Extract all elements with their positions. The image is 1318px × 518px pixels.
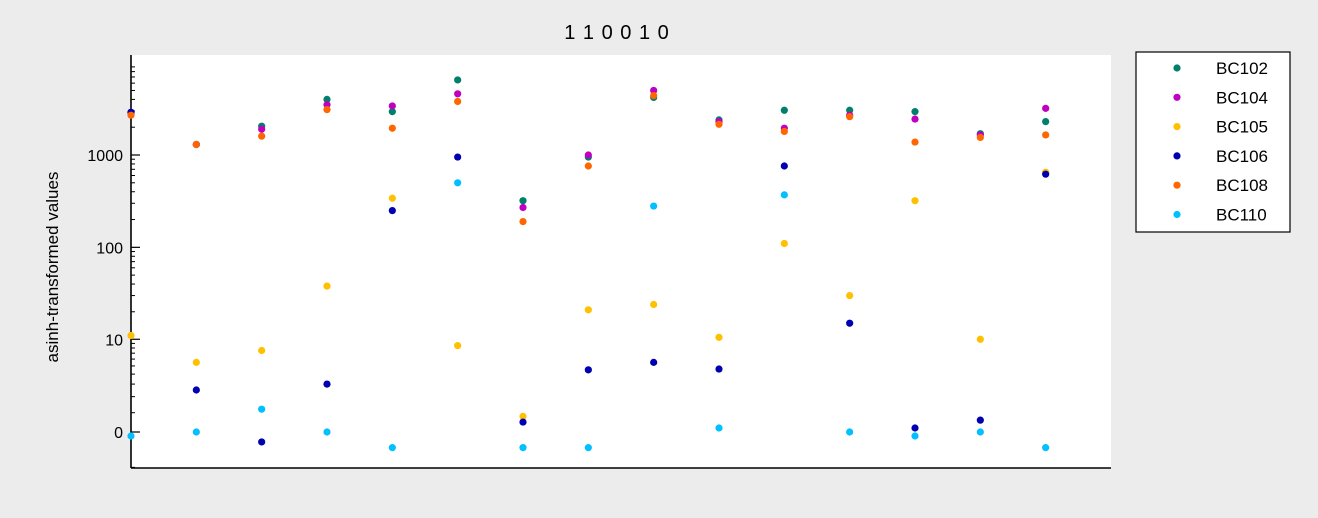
point-bc106	[1042, 170, 1050, 178]
point-bc105	[323, 282, 331, 290]
point-bc110	[846, 428, 854, 436]
legend-marker	[1173, 93, 1181, 101]
point-bc108	[1042, 131, 1050, 139]
point-bc108	[780, 127, 788, 136]
point-bc102	[519, 197, 527, 205]
point-bc104	[584, 151, 592, 159]
y-tick-label: 10	[105, 332, 123, 349]
point-bc106	[780, 162, 788, 170]
legend-marker	[1173, 181, 1181, 189]
point-bc105	[584, 306, 592, 314]
point-bc102	[454, 76, 462, 84]
point-bc104	[1042, 104, 1050, 112]
axes: 0 10 100 1000	[87, 55, 1111, 469]
point-bc106	[388, 206, 396, 215]
point-bc106	[258, 438, 266, 446]
legend-marker	[1173, 210, 1181, 219]
point-bc105	[258, 346, 266, 355]
legend-marker	[1173, 152, 1181, 160]
legend-label: BC102	[1216, 59, 1268, 78]
point-bc105	[846, 291, 854, 300]
point-bc110	[976, 428, 984, 436]
point-bc106	[323, 380, 331, 388]
y-tick-label: 0	[114, 425, 123, 442]
point-bc108	[127, 111, 135, 119]
point-bc102	[1042, 118, 1050, 126]
point-bc108	[454, 97, 462, 106]
point-bc108	[584, 162, 592, 170]
point-bc110	[454, 179, 462, 187]
point-bc110	[911, 432, 919, 440]
point-bc110	[388, 444, 396, 452]
point-bc104	[388, 102, 396, 110]
point-bc110	[1042, 444, 1050, 452]
point-bc106	[976, 416, 984, 424]
y-axis-label: asinh-transformed values	[43, 172, 62, 363]
point-bc110	[323, 428, 331, 436]
point-bc106	[911, 424, 919, 432]
point-bc102	[911, 108, 919, 116]
point-bc108	[650, 91, 658, 100]
y-tick-label: 100	[96, 240, 123, 257]
legend-label: BC106	[1216, 147, 1268, 166]
point-bc108	[192, 140, 200, 149]
legend-label: BC105	[1216, 118, 1268, 137]
point-bc102	[388, 108, 396, 116]
point-bc102	[323, 95, 331, 104]
point-bc108	[846, 113, 854, 121]
point-bc110	[715, 424, 723, 432]
point-bc105	[192, 358, 200, 366]
point-bc108	[715, 120, 723, 128]
legend-marker	[1173, 64, 1181, 72]
point-bc104	[911, 115, 919, 123]
legend: BC102 BC104 BC105 BC106 BC108 BC110	[1135, 51, 1291, 233]
point-bc110	[258, 405, 266, 413]
point-bc105	[127, 331, 135, 340]
point-bc106	[846, 319, 854, 327]
point-bc108	[323, 106, 331, 114]
point-bc105	[911, 197, 919, 205]
point-bc110	[519, 444, 527, 452]
point-bc106	[192, 386, 200, 394]
legend-marker	[1173, 123, 1181, 131]
point-bc106	[650, 358, 658, 366]
point-bc106	[519, 418, 527, 426]
point-bc108	[258, 132, 266, 140]
point-bc104	[519, 203, 527, 212]
point-bc106	[715, 365, 723, 373]
data-points	[127, 76, 1050, 452]
point-bc108	[519, 217, 527, 226]
point-bc104	[454, 90, 462, 98]
point-bc108	[388, 124, 396, 132]
point-bc105	[976, 335, 984, 343]
point-bc105	[454, 342, 462, 350]
point-bc106	[584, 366, 592, 374]
point-bc102	[780, 106, 788, 114]
point-bc104	[258, 125, 266, 133]
point-bc105	[519, 412, 527, 420]
point-bc106	[454, 153, 462, 161]
y-tick-label: 1000	[87, 148, 123, 165]
point-bc110	[780, 191, 788, 199]
legend-label: BC108	[1216, 176, 1268, 195]
legend-label: BC104	[1216, 88, 1268, 107]
point-bc104	[650, 86, 658, 95]
plot-area	[131, 55, 1111, 468]
point-bc108	[976, 133, 984, 142]
chart-title: 1 1 0 0 1 0	[564, 22, 670, 44]
point-bc108	[911, 138, 919, 146]
point-bc110	[127, 432, 135, 440]
point-bc105	[780, 239, 788, 248]
legend-box	[1135, 51, 1291, 233]
legend-label: BC110	[1216, 206, 1267, 225]
point-bc110	[192, 428, 200, 436]
point-bc110	[584, 444, 592, 452]
point-bc105	[650, 300, 658, 309]
point-bc110	[650, 202, 658, 210]
point-bc105	[715, 333, 723, 341]
point-bc105	[388, 194, 396, 202]
